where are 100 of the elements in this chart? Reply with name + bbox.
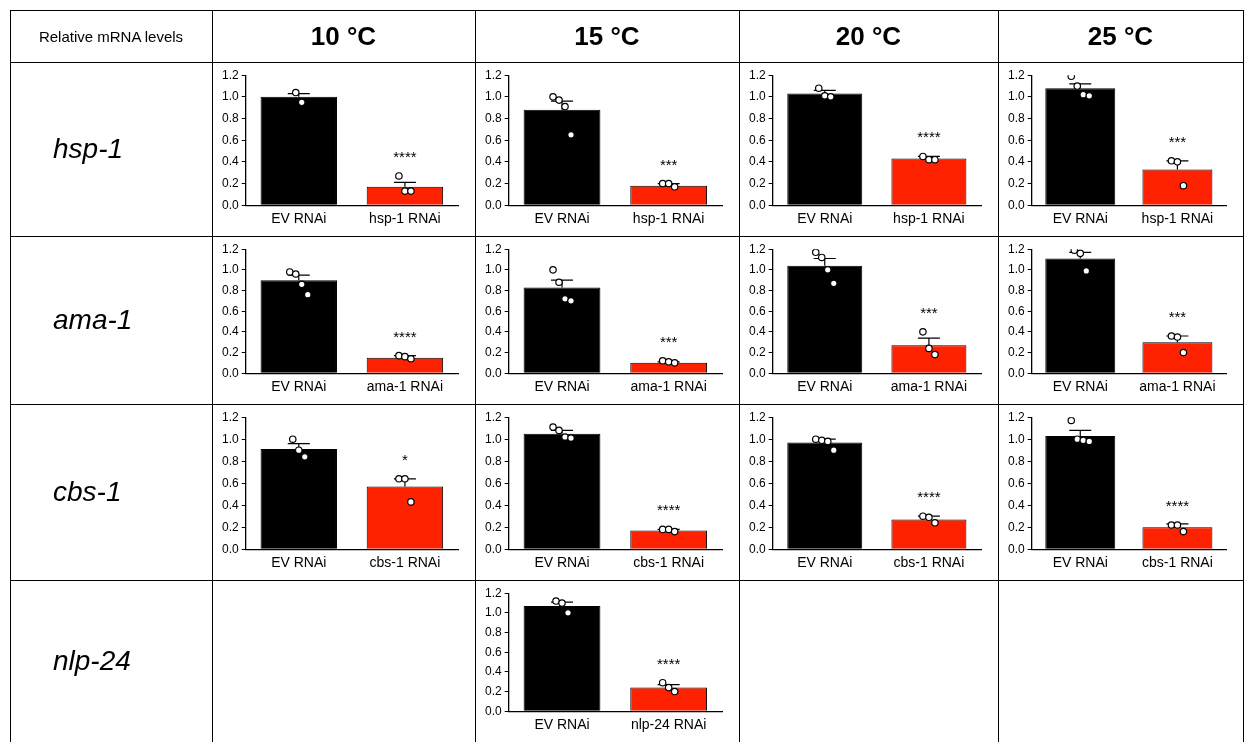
y-tick-label: 1.0 — [221, 89, 239, 104]
y-tick-label: 0.0 — [221, 541, 239, 556]
chart-title: 25 °C — [999, 11, 1242, 61]
y-tick-label: 0.2 — [748, 175, 766, 190]
annotation: **** — [393, 327, 417, 345]
y-tick-label: 0.4 — [484, 324, 502, 339]
y-tick-label: 0.8 — [484, 282, 502, 297]
y-tick-label: 0.4 — [484, 664, 502, 679]
y-tick-label: 0.4 — [1007, 497, 1025, 512]
annotation: **** — [656, 501, 681, 519]
y-tick-label: 0.2 — [1007, 344, 1025, 359]
y-tick-label: 0.0 — [1007, 197, 1025, 212]
y-tick-label: 1.0 — [748, 431, 766, 446]
y-tick-label: 0.2 — [1007, 175, 1025, 190]
y-tick-label: 0.6 — [748, 303, 766, 318]
y-tick-label: 0.2 — [748, 519, 766, 534]
y-tick-label: 1.2 — [484, 67, 502, 82]
annotation: **** — [917, 128, 941, 146]
y-tick-label: 0.8 — [1007, 282, 1025, 297]
x-tick-label: EV RNAi — [797, 554, 853, 571]
y-tick-label: 1.0 — [1007, 89, 1025, 104]
y-tick-label: 1.2 — [748, 67, 766, 82]
y-tick-label: 0.8 — [748, 110, 766, 125]
y-tick-label: 1.2 — [221, 241, 239, 256]
y-tick-label: 1.0 — [221, 262, 239, 277]
y-tick-label: 1.2 — [1007, 409, 1025, 424]
y-tick-label: 0.8 — [221, 110, 239, 125]
chart-title: 15 °C — [476, 11, 738, 61]
y-tick-label: 0.8 — [748, 282, 766, 297]
y-tick-label: 1.2 — [748, 241, 766, 256]
x-tick-label: hsp-1 RNAi — [369, 210, 441, 227]
annotation: * — [402, 450, 408, 468]
x-tick-label: hsp-1 RNAi — [1141, 210, 1214, 227]
y-tick-label: 0.8 — [221, 282, 239, 297]
chart-title: 20 °C — [740, 11, 997, 61]
x-tick-label: EV RNAi — [534, 210, 590, 227]
y-tick-label: 0.6 — [484, 132, 502, 147]
y-tick-label: 0.2 — [484, 175, 502, 190]
y-tick-label: 0.0 — [221, 365, 239, 380]
chart-title: 10 °C — [213, 11, 474, 61]
y-tick-label: 0.4 — [484, 497, 502, 512]
x-tick-label: EV RNAi — [271, 554, 327, 571]
y-tick-label: 0.6 — [1007, 303, 1025, 318]
y-tick-label: 0.4 — [1007, 324, 1025, 339]
y-tick-label: 1.2 — [221, 67, 239, 82]
y-tick-label: 0.2 — [484, 344, 502, 359]
y-tick-label: 0.6 — [1007, 475, 1025, 490]
annotation: *** — [1168, 132, 1187, 150]
y-tick-label: 0.4 — [748, 324, 766, 339]
y-tick-label: 0.4 — [748, 497, 766, 512]
y-tick-label: 0.2 — [484, 519, 502, 534]
y-tick-label: 0.6 — [484, 475, 502, 490]
x-tick-label: EV RNAi — [271, 378, 327, 395]
annotation: **** — [393, 147, 417, 165]
annotation: *** — [1168, 308, 1187, 325]
y-tick-label: 0.2 — [1007, 519, 1025, 534]
y-tick-label: 0.0 — [1007, 365, 1025, 380]
y-tick-label: 0.8 — [221, 453, 239, 468]
y-tick-label: 1.0 — [221, 431, 239, 446]
annotation: *** — [659, 332, 678, 350]
y-tick-label: 0.2 — [221, 519, 239, 534]
x-tick-label: EV RNAi — [534, 378, 590, 395]
y-tick-label: 1.2 — [484, 409, 502, 424]
y-tick-label: 0.8 — [484, 110, 502, 125]
y-tick-label: 1.2 — [484, 241, 502, 256]
y-tick-label: 1.2 — [1007, 241, 1025, 256]
x-tick-label: EV RNAi — [1052, 210, 1108, 227]
y-tick-label: 0.0 — [484, 197, 502, 212]
x-tick-label: hsp-1 RNAi — [632, 210, 705, 227]
y-tick-label: 0.0 — [221, 197, 239, 212]
y-tick-label: 0.0 — [484, 365, 502, 380]
x-tick-label: EV RNAi — [797, 210, 853, 227]
y-tick-label: 0.6 — [221, 475, 239, 490]
y-tick-label: 0.8 — [748, 453, 766, 468]
y-tick-label: 0.2 — [748, 344, 766, 359]
y-tick-label: 1.0 — [484, 605, 502, 620]
y-tick-label: 0.4 — [221, 154, 239, 169]
y-tick-label: 0.0 — [748, 541, 766, 556]
y-tick-label: 0.4 — [221, 497, 239, 512]
y-tick-label: 0.0 — [484, 703, 502, 718]
x-tick-label: nlp-24 RNAi — [630, 716, 707, 733]
annotation: **** — [1165, 497, 1190, 514]
y-axis-title: hsp-1 — [11, 63, 211, 235]
y-tick-label: 1.0 — [484, 431, 502, 446]
y-tick-label: 0.4 — [221, 324, 239, 339]
y-tick-label: 0.6 — [484, 644, 502, 659]
y-tick-label: 1.2 — [1007, 67, 1025, 82]
y-tick-label: 0.8 — [484, 624, 502, 639]
y-tick-label: 0.2 — [221, 175, 239, 190]
y-tick-label: 0.4 — [748, 154, 766, 169]
y-tick-label: 0.4 — [1007, 154, 1025, 169]
y-tick-label: 0.6 — [748, 132, 766, 147]
y-tick-label: 0.4 — [484, 154, 502, 169]
y-axis-title: nlp-24 — [11, 581, 211, 741]
y-tick-label: 1.0 — [484, 89, 502, 104]
y-tick-label: 0.6 — [484, 303, 502, 318]
y-tick-label: 1.0 — [1007, 431, 1025, 446]
x-tick-label: ama-1 RNAi — [1139, 378, 1216, 395]
y-tick-label: 0.0 — [748, 365, 766, 380]
x-tick-label: cbs-1 RNAi — [633, 554, 705, 571]
